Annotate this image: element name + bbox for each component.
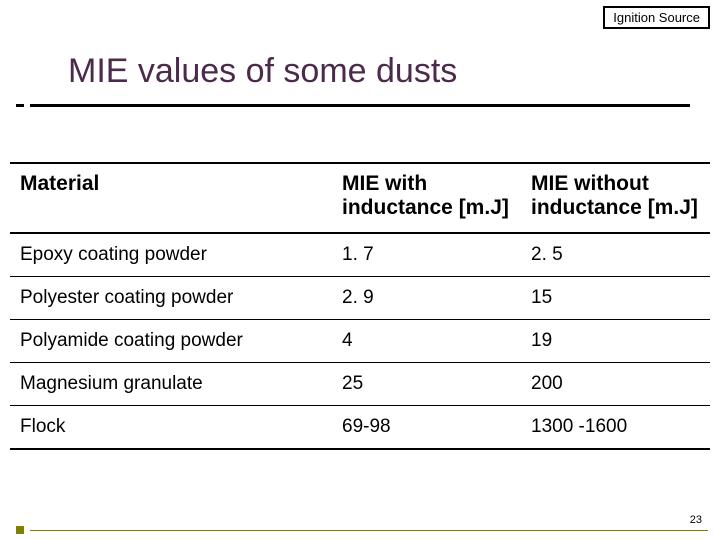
cell-material: Polyester coating powder — [10, 277, 332, 320]
cell-mie-without: 2. 5 — [521, 233, 710, 277]
cell-mie-with: 1. 7 — [332, 233, 521, 277]
table-header-row: Material MIE with inductance [m.J] MIE w… — [10, 163, 710, 233]
table-row: Epoxy coating powder 1. 7 2. 5 — [10, 233, 710, 277]
page-title: MIE values of some dusts — [68, 52, 457, 91]
cell-material: Magnesium granulate — [10, 363, 332, 406]
table-row: Flock 69-98 1300 -1600 — [10, 406, 710, 450]
title-accent-bar — [16, 104, 24, 107]
cell-mie-without: 15 — [521, 277, 710, 320]
table-row: Polyester coating powder 2. 9 15 — [10, 277, 710, 320]
footer-accent-square — [16, 526, 24, 534]
cell-mie-without: 19 — [521, 320, 710, 363]
cell-mie-with: 4 — [332, 320, 521, 363]
header-mie-without: MIE without inductance [m.J] — [521, 163, 710, 233]
cell-material: Flock — [10, 406, 332, 450]
title-underline — [30, 104, 690, 107]
cell-material: Polyamide coating powder — [10, 320, 332, 363]
table-row: Magnesium granulate 25 200 — [10, 363, 710, 406]
cell-mie-without: 200 — [521, 363, 710, 406]
cell-mie-with: 2. 9 — [332, 277, 521, 320]
category-tag: Ignition Source — [603, 6, 710, 29]
footer-accent-line — [30, 530, 708, 531]
cell-mie-without: 1300 -1600 — [521, 406, 710, 450]
cell-mie-with: 25 — [332, 363, 521, 406]
mie-table-wrapper: Material MIE with inductance [m.J] MIE w… — [10, 162, 710, 450]
page-number: 23 — [690, 514, 702, 526]
header-material: Material — [10, 163, 332, 233]
table-row: Polyamide coating powder 4 19 — [10, 320, 710, 363]
mie-table: Material MIE with inductance [m.J] MIE w… — [10, 162, 710, 450]
cell-mie-with: 69-98 — [332, 406, 521, 450]
header-mie-with: MIE with inductance [m.J] — [332, 163, 521, 233]
cell-material: Epoxy coating powder — [10, 233, 332, 277]
